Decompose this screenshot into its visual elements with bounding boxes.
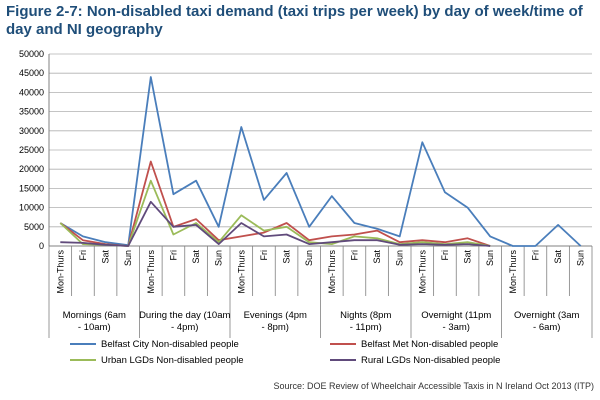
period-label: During the day (10am - 4pm) [139,310,230,333]
x-tick-label: Fri [168,250,178,261]
period-label: Overnight (11pm - 3am) [421,310,491,333]
figure-title: Figure 2-7: Non-disabled taxi demand (ta… [6,3,583,38]
legend-label: Belfast City Non-disabled people [101,339,239,350]
x-tick-label: Sun [214,250,224,266]
x-tick-label: Sun [123,250,133,266]
legend-label: Belfast Met Non-disabled people [361,339,498,350]
y-tick-label: 40000 [19,87,44,97]
y-tick-labels: 0 5000 10000 15000 20000 25000 30000 35000 40000… [19,49,44,251]
x-tick-label: Sun [485,250,495,266]
x-tick-label: Sun [304,250,314,266]
x-tick-label: Mon-Thurs [508,250,518,294]
x-tick-label: Sat [463,250,473,264]
legend-label: Rural LGDs Non-disabled people [361,355,500,366]
x-tick-label: Mon-Thurs [146,250,156,294]
x-tick-label: Sat [191,250,201,264]
x-tick-label: Sat [372,250,382,264]
x-tick-label: Mon-Thurs [417,250,427,294]
x-tick-label: Mon-Thurs [327,250,337,294]
series-lines [59,76,582,247]
y-tick-label: 30000 [19,126,44,136]
series-line-1 [59,76,582,247]
x-tick-label: Sat [553,250,563,264]
y-tick-label: 5000 [24,222,44,232]
y-tick-label: 20000 [19,164,44,174]
gridlines [49,53,592,247]
x-tick-labels: Mon-Thurs Fri Sat Sun Mon-Thurs Fri Sat Sun Mon-… [55,250,585,294]
x-tick-label: Fri [349,250,359,261]
x-tick-label: Sat [101,250,111,264]
period-label: Nights (8pm - 11pm) [340,310,391,333]
x-tick-label: Mon-Thurs [55,250,65,294]
period-label: Evenings (4pm - 8pm) [244,310,307,333]
y-tick-label: 50000 [19,49,44,59]
series-line-3 [59,179,491,247]
x-tick-label: Mon-Thurs [236,250,246,294]
x-tick-label: Sun [576,250,586,266]
x-tick-label: Fri [530,250,540,261]
x-tick-label: Sat [282,250,292,264]
period-label: Overnight (3am - 6am) [514,310,580,333]
y-tick-label: 45000 [19,68,44,78]
x-tick-label: Fri [78,250,88,261]
y-tick-label: 15000 [19,183,44,193]
axes [48,54,593,338]
source-note: Source: DOE Review of Wheelchair Accessi… [273,381,594,391]
y-tick-label: 25000 [19,145,44,155]
series-line-2 [59,160,491,247]
x-tick-label: Fri [440,250,450,261]
series-line-4 [60,200,491,247]
period-labels: Mornings (6am - 10am) During the day (10am… [63,310,580,333]
y-tick-label: 10000 [19,203,44,213]
legend: Belfast City Non-disabled people Belfast … [70,339,500,366]
x-tick-label: Sun [395,250,405,266]
period-label: Mornings (6am - 10am) [63,310,126,333]
y-tick-label: 0 [39,241,44,251]
y-tick-label: 35000 [19,107,44,117]
legend-label: Urban LGDs Non-disabled people [101,355,244,366]
x-tick-label: Fri [259,250,269,261]
